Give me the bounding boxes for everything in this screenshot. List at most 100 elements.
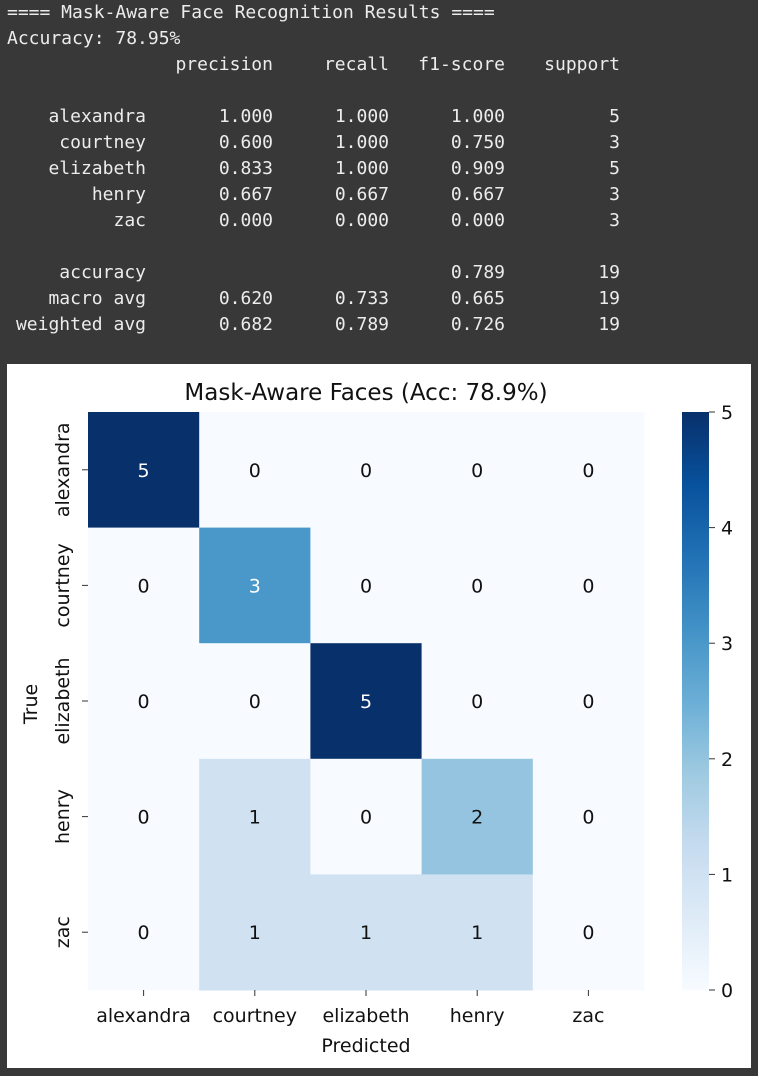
heatmap-cell xyxy=(532,527,645,644)
y-tick-labels: alexandra courtney elizabeth henry zac xyxy=(52,422,88,948)
heatmap-cell-value: 0 xyxy=(471,460,483,482)
heatmap-cell-value: 0 xyxy=(249,691,261,713)
colorbar-tick-label: 5 xyxy=(721,402,733,424)
heatmap-cell-value: 3 xyxy=(249,575,261,597)
report-row-label: zac xyxy=(113,210,146,231)
heatmap-cells: 5 0 0 0 0 0 3 0 0 0 0 0 5 0 0 0 1 0 2 0 0 1 1 1 0 xyxy=(88,412,645,991)
report-summary-cell: 19 xyxy=(598,288,620,309)
x-tick-label: henry xyxy=(450,1005,505,1027)
heatmap-cell xyxy=(532,643,645,760)
heatmap-cell-value: 5 xyxy=(360,691,372,713)
heatmap-cell-value: 2 xyxy=(471,807,483,829)
heatmap-cell xyxy=(310,527,423,644)
report-cell: 5 xyxy=(609,158,620,179)
colorbar xyxy=(682,412,709,990)
heatmap-cell-value: 1 xyxy=(360,922,372,944)
report-cell: 0.000 xyxy=(334,210,389,231)
x-tick-label: zac xyxy=(572,1005,604,1027)
report-summary-cell: 0.665 xyxy=(450,288,505,309)
y-tick-label: henry xyxy=(52,789,74,844)
heatmap-cell xyxy=(88,412,200,529)
heatmap-cell-value: 1 xyxy=(249,922,261,944)
colorbar-ticks: 0 1 2 3 4 5 xyxy=(709,402,733,1002)
heatmap-cell-value: 0 xyxy=(582,460,594,482)
heatmap-cell xyxy=(532,874,645,991)
heatmap-cell xyxy=(310,643,423,760)
heatmap-cell-value: 0 xyxy=(138,922,150,944)
heatmap-cell-value: 0 xyxy=(471,691,483,713)
report-cell: 0.667 xyxy=(450,184,505,205)
y-tick-label: courtney xyxy=(52,543,74,627)
report-cell: 0.000 xyxy=(218,210,273,231)
chart-title: Mask-Aware Faces (Acc: 78.9%) xyxy=(184,380,547,406)
report-cell: 0.667 xyxy=(334,184,389,205)
report-summary-label: weighted avg xyxy=(15,314,146,335)
report-column-header: precision xyxy=(175,54,273,75)
heatmap-cell xyxy=(310,758,423,875)
report-cell: 0.667 xyxy=(218,184,273,205)
report-summary-cell: 0.726 xyxy=(450,314,505,335)
x-tick-label: elizabeth xyxy=(322,1005,409,1027)
x-tick-label: alexandra xyxy=(96,1005,191,1027)
heatmap-cell xyxy=(199,643,311,760)
heatmap-cell-value: 0 xyxy=(138,807,150,829)
heatmap-cell xyxy=(88,527,200,644)
heatmap-cell xyxy=(199,874,311,991)
report-row-label: courtney xyxy=(59,132,146,153)
report-row-label: alexandra xyxy=(48,106,146,127)
heatmap-cell xyxy=(310,412,423,529)
y-tick-label: elizabeth xyxy=(52,657,74,744)
report-cell: 0.833 xyxy=(218,158,273,179)
heatmap-cell xyxy=(88,874,200,991)
y-axis-label: True xyxy=(20,684,42,725)
report-summary-cell: 0.733 xyxy=(334,288,389,309)
report-summary-cell: 0.789 xyxy=(450,262,505,283)
heatmap-cell-value: 0 xyxy=(471,575,483,597)
heatmap-cell xyxy=(421,412,534,529)
y-tick-label: alexandra xyxy=(52,422,74,517)
report-column-header: recall xyxy=(323,54,389,75)
heatmap-cell xyxy=(199,527,311,644)
heatmap-cell xyxy=(199,412,311,529)
heatmap-cell-value: 0 xyxy=(249,460,261,482)
heatmap-cell-value: 0 xyxy=(360,460,372,482)
confusion-matrix-figure: Mask-Aware Faces (Acc: 78.9%) 5 0 0 0 0 0 3 0 0 0… xyxy=(7,364,751,1068)
colorbar-tick-label: 0 xyxy=(721,980,733,1002)
heatmap-cell xyxy=(421,874,534,991)
report-cell: 1.000 xyxy=(218,106,273,127)
report-cell: 0.909 xyxy=(450,158,505,179)
heatmap-cell-value: 0 xyxy=(582,807,594,829)
heatmap-cell-value: 0 xyxy=(582,691,594,713)
report-cell: 1.000 xyxy=(334,158,389,179)
report-summary-cell: 19 xyxy=(598,262,620,283)
x-tick-label: courtney xyxy=(213,1005,297,1027)
report-column-header: f1-score xyxy=(418,54,505,75)
report-cell: 3 xyxy=(609,184,620,205)
report-summary-cell: 19 xyxy=(598,314,620,335)
heatmap-cell xyxy=(532,758,645,875)
report-cell: 3 xyxy=(609,132,620,153)
heatmap-cell-value: 0 xyxy=(138,575,150,597)
heatmap-cell-value: 0 xyxy=(582,575,594,597)
report-row-label: henry xyxy=(91,184,146,205)
colorbar-tick-label: 3 xyxy=(721,633,733,655)
heatmap-cell xyxy=(199,758,311,875)
accuracy-line: Accuracy: 78.95% xyxy=(7,28,181,49)
x-tick-labels: alexandra courtney elizabeth henry zac xyxy=(96,990,604,1027)
report-cell: 0.600 xyxy=(218,132,273,153)
report-summary-cell: 0.620 xyxy=(218,288,273,309)
report-row-label: elizabeth xyxy=(48,158,146,179)
report-summary-cell: 0.789 xyxy=(334,314,389,335)
heatmap-cell-value: 0 xyxy=(582,922,594,944)
heatmap-cell-value: 0 xyxy=(360,575,372,597)
heatmap-cell xyxy=(421,527,534,644)
report-column-header: support xyxy=(544,54,620,75)
colorbar-tick-label: 4 xyxy=(721,518,733,540)
report-summary-label: macro avg xyxy=(48,288,146,309)
report-cell: 1.000 xyxy=(334,132,389,153)
confusion-matrix-chart: Mask-Aware Faces (Acc: 78.9%) 5 0 0 0 0 0 3 0 0 0… xyxy=(20,380,733,1057)
report-cell: 1.000 xyxy=(334,106,389,127)
heatmap-cell-value: 0 xyxy=(138,691,150,713)
x-axis-label: Predicted xyxy=(321,1035,410,1057)
y-tick-label: zac xyxy=(52,916,74,948)
